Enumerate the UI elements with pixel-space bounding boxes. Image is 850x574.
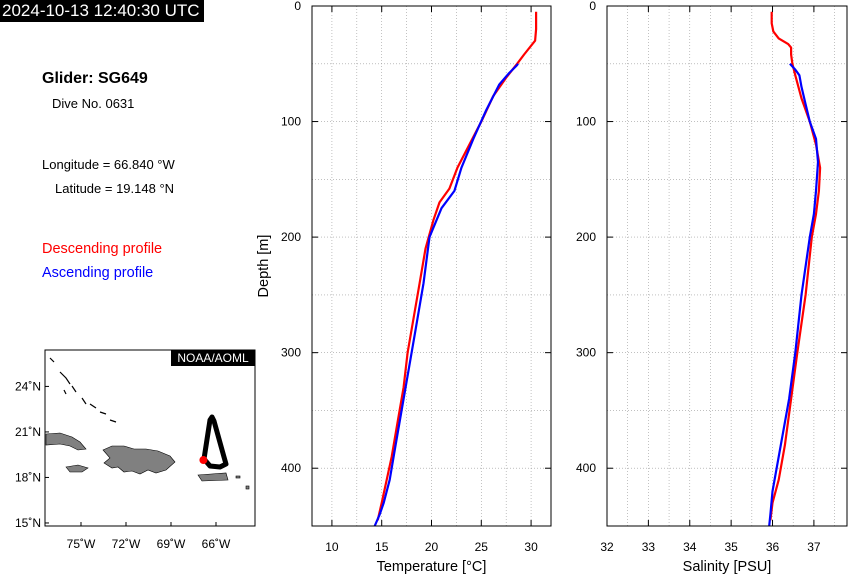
x-axis-label: Temperature [°C]	[377, 559, 487, 574]
y-tick-label: 0	[589, 0, 596, 13]
y-tick-label: 200	[281, 230, 301, 244]
x-tick-label: 10	[325, 540, 339, 554]
x-tick-label: 33	[642, 540, 656, 554]
x-tick-label: 36	[766, 540, 780, 554]
longitude-readout: Longitude = 66.840 °W	[42, 157, 175, 172]
series-ascending	[768, 63, 820, 527]
y-tick-label: 200	[576, 230, 596, 244]
map-lon-label: 69˚W	[157, 537, 186, 551]
map-lon-label: 75˚W	[67, 537, 96, 551]
map-lat-label: 21˚N	[15, 425, 41, 439]
glider-position-marker	[199, 456, 208, 465]
map-lat-label: 18˚N	[15, 470, 41, 484]
y-tick-label: 300	[281, 346, 301, 360]
map-frame	[44, 349, 256, 527]
x-tick-label: 20	[425, 540, 439, 554]
map-lat-label: 15˚N	[15, 516, 41, 530]
salinity-chart: 0 100 200 300 400 32 33 34 35 36 37 Salinity [PSU]	[576, 0, 848, 574]
series-descending	[769, 11, 822, 521]
series-ascending	[373, 63, 519, 527]
y-tick-label: 100	[576, 115, 596, 129]
y-tick-label: 0	[294, 0, 301, 13]
map-badge	[171, 350, 255, 366]
x-axis-label: Salinity [PSU]	[683, 559, 772, 574]
timestamp-label: 2024-10-13 12:40:30 UTC	[0, 0, 204, 22]
x-tick-label: 25	[475, 540, 489, 554]
map-lon-label: 72˚W	[112, 537, 141, 551]
y-tick-label: 300	[576, 346, 596, 360]
x-tick-label: 30	[524, 540, 538, 554]
x-tick-label: 35	[724, 540, 738, 554]
map-bahamas	[49, 357, 117, 423]
map-lat-label: 24˚N	[15, 379, 41, 393]
y-tick-label: 100	[281, 115, 301, 129]
x-tick-label: 37	[807, 540, 821, 554]
y-axis-label: Depth [m]	[256, 235, 272, 298]
y-tick-label: 400	[576, 461, 596, 475]
x-tick-label: 15	[375, 540, 389, 554]
y-tick-label: 400	[281, 461, 301, 475]
plot-frame	[606, 5, 848, 527]
temperature-chart: 0 100 200 300 400 10 15 20 25 30 Temperature [°C] D…	[256, 0, 552, 574]
legend-ascending: Ascending profile	[42, 265, 154, 281]
glider-name: Glider: SG649	[42, 70, 148, 87]
latitude-readout: Latitude = 19.148 °N	[55, 181, 175, 196]
glider-track	[201, 414, 229, 470]
map-land	[45, 432, 250, 490]
map-lon-label: 66˚W	[202, 537, 231, 551]
map-axes: 24˚N 21˚N 18˚N 15˚N 75˚W 72˚W 69˚W 66˚W	[15, 379, 231, 551]
series-descending	[376, 11, 538, 521]
map-badge-label: NOAA/AOML	[177, 351, 249, 365]
dive-number: Dive No. 0631	[52, 96, 135, 111]
legend-descending: Descending profile	[42, 241, 163, 257]
location-map: NOAA/AOML 24˚N 21˚N 18˚N 15˚N 75˚W 72˚W 69˚W 66…	[15, 349, 256, 551]
x-tick-label: 34	[683, 540, 697, 554]
x-tick-label: 32	[600, 540, 614, 554]
